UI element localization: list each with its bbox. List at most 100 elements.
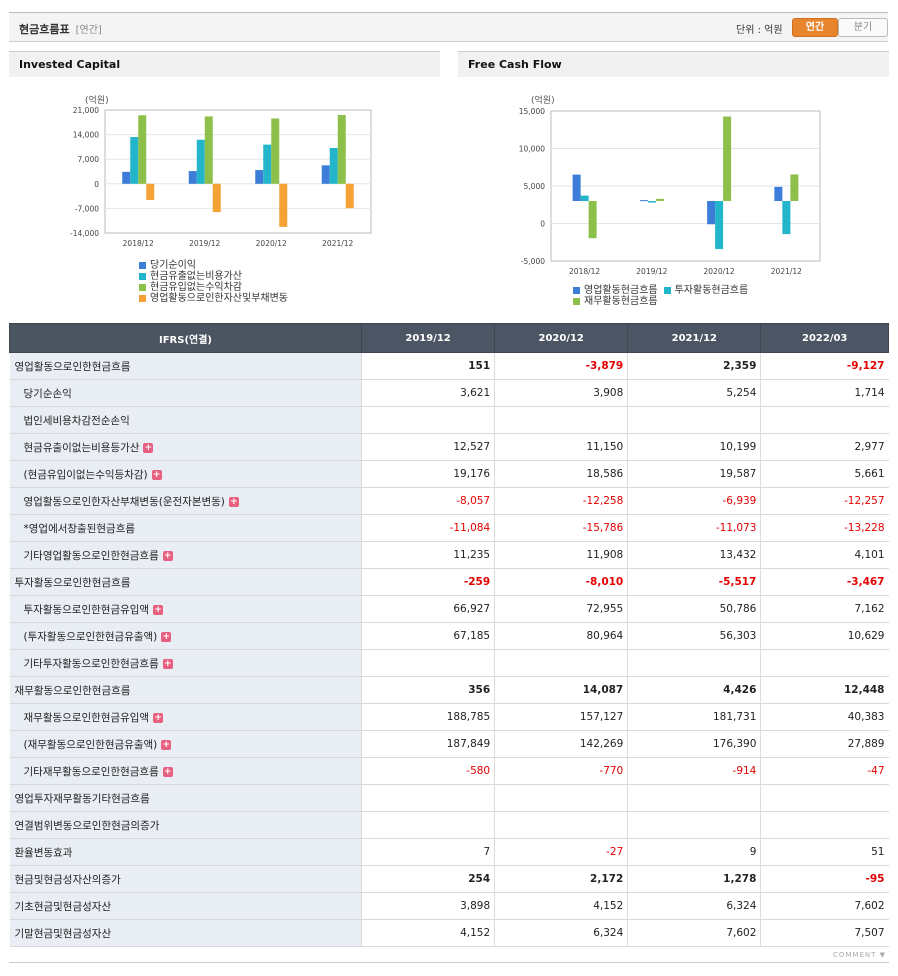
expand-plus-icon[interactable]: + — [228, 496, 239, 507]
row-label-text: 현금유출이없는비용등가산 — [23, 441, 140, 454]
y-tick-label: -5,000 — [521, 257, 545, 266]
value-cell: 4,101 — [760, 541, 889, 569]
y-tick-label: 7,000 — [78, 155, 100, 164]
row-label: 재무활동으로인한현금흐름 — [9, 676, 362, 704]
expand-plus-icon[interactable]: + — [153, 604, 164, 615]
row-label-text: 현금및현금성자산의증가 — [14, 873, 121, 886]
value-cell: -6,939 — [627, 487, 761, 515]
value-cell — [494, 784, 628, 812]
row-label: 기말현금및현금성자산 — [9, 919, 362, 947]
value-cell — [627, 649, 761, 677]
value-cell: 176,390 — [627, 730, 761, 758]
value-cell: -9,127 — [760, 352, 889, 380]
y-tick-label: 0 — [540, 220, 545, 229]
section-title: 현금흐름표 [연간] — [19, 21, 102, 37]
expand-plus-icon[interactable]: + — [143, 442, 154, 453]
value-cell: 2,359 — [627, 352, 761, 380]
title-period: [연간] — [75, 25, 102, 36]
unit-label: 단위 : 억원 — [736, 25, 783, 36]
bar — [196, 139, 205, 184]
y-tick-label: 14,000 — [73, 131, 99, 140]
row-label: 기타재무활동으로인한현금흐름 + — [9, 757, 362, 785]
expand-plus-icon[interactable]: + — [151, 469, 162, 480]
bar — [122, 171, 131, 184]
row-label: *영업에서창출된현금흐름 — [9, 514, 362, 542]
tab-quarter[interactable]: 분기 — [838, 18, 888, 37]
expand-plus-icon[interactable]: + — [153, 712, 164, 723]
x-tick-label: 2018/12 — [123, 239, 154, 248]
value-cell: 3,621 — [360, 379, 495, 407]
table-row: 현금및현금성자산의증가 254 2,172 1,278 -95 — [9, 865, 889, 893]
value-cell — [360, 784, 495, 812]
row-label: (재무활동으로인한현금유출액) + — [9, 730, 362, 758]
section-header: 현금흐름표 [연간] 단위 : 억원 연간 분기 — [9, 12, 888, 42]
x-tick-label: 2020/12 — [704, 267, 735, 276]
value-cell — [627, 784, 761, 812]
table-row: (투자활동으로인한현금유출액) +67,185 80,964 56,303 10,629 — [9, 622, 889, 650]
value-cell: -5,517 — [627, 568, 761, 596]
row-label: 재무활동으로인한현금유입액 + — [9, 703, 362, 731]
value-cell: 27,889 — [760, 730, 889, 758]
legend-label: 현금유입없는수익차감 — [150, 282, 242, 293]
value-cell: 11,908 — [494, 541, 628, 569]
bar — [774, 186, 783, 201]
value-cell: -95 — [760, 865, 889, 893]
value-cell: 6,324 — [627, 892, 761, 920]
table-row: 영업활동으로인한자산부채변동(운전자본변동) + -8,057 -12,258 -6,9… — [9, 487, 889, 515]
value-cell: 187,849 — [360, 730, 495, 758]
legend-item: 현금유입없는수익차감 — [139, 282, 288, 293]
table-row: 재무활동으로인한현금유입액 +188,785 157,127 181,731 40,38… — [9, 703, 889, 731]
value-cell: 50,786 — [627, 595, 761, 623]
bar — [130, 137, 139, 184]
value-cell: 7,602 — [627, 919, 761, 947]
tab-annual[interactable]: 연간 — [792, 18, 838, 37]
value-cell: 181,731 — [627, 703, 761, 731]
invested-capital-chart: (억원)21,000 14,000 7,000 0 -7,000 -14,000 2018/… — [70, 94, 372, 248]
value-cell: 2,172 — [494, 865, 628, 893]
bar — [345, 183, 354, 209]
legend-swatch — [139, 262, 146, 269]
value-cell: -3,879 — [494, 352, 628, 380]
value-cell: -770 — [494, 757, 628, 785]
value-cell: 2,977 — [760, 433, 889, 461]
row-label-text: 투자활동으로인한현금흐름 — [14, 576, 131, 589]
header-ifrs: IFRS(연결) — [9, 323, 362, 353]
value-cell: 11,150 — [494, 433, 628, 461]
value-cell: 5,661 — [760, 460, 889, 488]
expand-plus-icon[interactable]: + — [162, 658, 173, 669]
value-cell: 7 — [360, 838, 495, 866]
row-label-text: 재무활동으로인한현금유입액 — [23, 711, 150, 724]
legend-swatch — [139, 273, 146, 280]
expand-plus-icon[interactable]: + — [161, 631, 172, 642]
x-tick-label: 2019/12 — [189, 239, 220, 248]
legend-swatch — [663, 287, 671, 294]
legend-item: 투자활동현금흐름 — [663, 285, 748, 296]
value-cell: 356 — [360, 676, 495, 704]
row-label-text: 기초현금및현금성자산 — [14, 900, 112, 913]
value-cell: 3,908 — [494, 379, 628, 407]
row-label: (투자활동으로인한현금유출액) + — [9, 622, 362, 650]
table-row: 연결범위변동으로인한현금의증가 — [9, 811, 889, 839]
comment-toggle[interactable]: COMMENT ▼ — [832, 951, 886, 959]
y-tick-label: 0 — [94, 180, 99, 189]
value-cell: -8,057 — [360, 487, 495, 515]
header-period: 2022/03 — [760, 323, 889, 353]
value-cell: 188,785 — [360, 703, 495, 731]
free-cash-flow-chart: (억원)15,000 10,000 5,000 0 -5,000 2018/12 2019/… — [519, 94, 821, 276]
value-cell — [760, 649, 889, 677]
bar — [329, 147, 338, 184]
expand-plus-icon[interactable]: + — [162, 550, 173, 561]
value-cell — [360, 406, 495, 434]
value-cell: 80,964 — [494, 622, 628, 650]
value-cell — [494, 406, 628, 434]
value-cell — [360, 649, 495, 677]
expand-plus-icon[interactable]: + — [162, 766, 173, 777]
value-cell — [760, 406, 889, 434]
expand-plus-icon[interactable]: + — [161, 739, 172, 750]
bar — [279, 183, 288, 227]
table-row: *영업에서창출된현금흐름 -11,084 -15,786 -11,073 -13,228 — [9, 514, 889, 542]
row-label: 현금유출이없는비용등가산 + — [9, 433, 362, 461]
invested-capital-panel: Invested Capital (억원) 21,000 14,000 7,000 0 -… — [9, 51, 440, 314]
row-label-text: 기타재무활동으로인한현금흐름 — [23, 765, 159, 778]
value-cell: 4,152 — [360, 919, 495, 947]
